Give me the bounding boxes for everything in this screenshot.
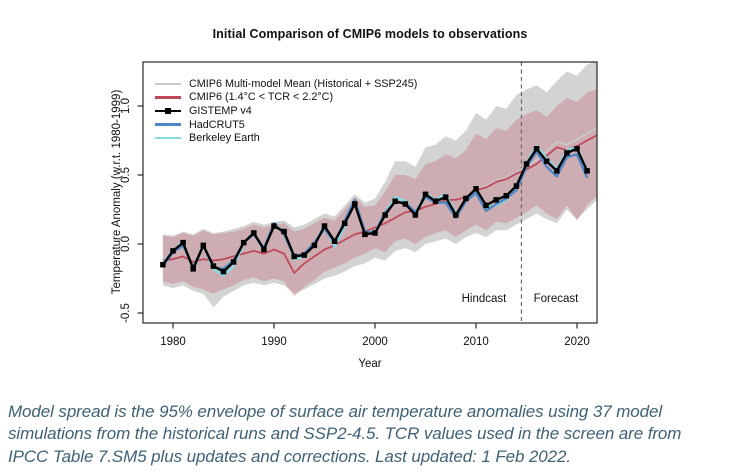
- gistemp-marker: [321, 223, 328, 229]
- y-tick-label: 0.5: [120, 167, 132, 183]
- legend-square-marker: [165, 107, 171, 114]
- gistemp-marker: [463, 195, 469, 202]
- gistemp-marker: [230, 259, 237, 265]
- plot-box: [142, 61, 598, 324]
- gistemp-marker: [412, 212, 419, 218]
- gistemp-marker: [513, 183, 520, 189]
- gistemp-marker: [584, 168, 590, 174]
- gistemp-markers: [160, 146, 590, 275]
- y-axis-label: Temperature Anomaly (w.r.t. 1980-1999): [111, 89, 123, 295]
- gistemp-marker: [483, 202, 489, 209]
- gistemp-marker: [200, 242, 207, 249]
- y-tick-label: 0.0: [120, 236, 132, 252]
- forecast-label: Forecast: [533, 293, 579, 305]
- gistemp-marker: [240, 239, 247, 246]
- gistemp-marker: [301, 252, 308, 258]
- hindcast-label: Hindcast: [461, 293, 507, 305]
- gistemp-marker: [372, 230, 378, 236]
- gistemp-marker: [210, 263, 217, 269]
- gistemp-marker: [503, 192, 510, 199]
- gistemp-marker: [493, 197, 499, 203]
- legend-line-swatch: [155, 136, 181, 140]
- legend-item-4: Berkeley Earth: [155, 131, 417, 145]
- gistemp-marker: [432, 198, 439, 204]
- y-tick-label: 1.0: [120, 98, 132, 114]
- x-tick-label: 1980: [160, 336, 186, 348]
- figure-caption: Model spread is the 95% envelope of surf…: [8, 402, 682, 466]
- legend-label: CMIP6 Multi-model Mean (Historical + SSP…: [189, 77, 418, 90]
- plot-contents: [160, 62, 597, 323]
- x-tick-label: 1990: [261, 336, 287, 348]
- gistemp-marker: [261, 246, 267, 253]
- gistemp-marker: [564, 150, 570, 156]
- gistemp-marker: [311, 242, 318, 249]
- gistemp-marker: [271, 223, 277, 229]
- legend-item-2: GISTEMP v4: [155, 104, 417, 118]
- gistemp-marker: [220, 268, 227, 275]
- chart-plot-area: 1980 1990 2000 2010 2020 -0.5 0.0 0.5 1.0: [120, 61, 598, 348]
- gistemp-marker: [190, 266, 196, 272]
- x-tick-label: 2020: [564, 336, 590, 348]
- gistemp-marker: [422, 191, 429, 198]
- gistemp-marker: [160, 261, 166, 268]
- x-axis-label: Year: [358, 358, 382, 370]
- x-tick-label: 2010: [463, 336, 489, 348]
- gistemp-marker: [281, 228, 287, 235]
- legend-label: CMIP6 (1.4°C < TCR < 2.2°C): [189, 91, 334, 104]
- gistemp-marker: [352, 201, 358, 207]
- legend-label: HadCRUT5: [189, 118, 245, 131]
- legend-line-swatch: [155, 82, 181, 85]
- gistemp-marker: [574, 146, 580, 152]
- gistemp-marker: [543, 158, 550, 164]
- gistemp-marker: [523, 161, 530, 167]
- legend-label: GISTEMP v4: [189, 104, 252, 117]
- gistemp-marker: [382, 212, 388, 218]
- gistemp-marker: [170, 248, 176, 254]
- gistemp-marker: [331, 238, 338, 244]
- gistemp-marker: [180, 239, 186, 246]
- legend-item-3: HadCRUT5: [155, 118, 417, 132]
- gistemp-marker: [392, 198, 398, 204]
- cmip6-screened-envelope: [162, 89, 597, 297]
- gistemp-marker: [442, 194, 449, 200]
- legend-label: Berkeley Earth: [189, 132, 260, 145]
- x-tick-label: 2000: [362, 336, 388, 348]
- y-tick-label: -0.5: [120, 303, 132, 323]
- legend-line-swatch: [155, 107, 181, 114]
- gistemp-marker: [341, 220, 348, 227]
- gistemp-marker: [402, 201, 409, 207]
- chart-title: Initial Comparison of CMIP6 models to ob…: [212, 27, 528, 41]
- gistemp-marker: [473, 186, 479, 192]
- legend: CMIP6 Multi-model Mean (Historical + SSP…: [155, 77, 417, 145]
- cmip6-full-envelope: [162, 62, 597, 308]
- legend-line-swatch: [155, 96, 181, 99]
- legend-item-0: CMIP6 Multi-model Mean (Historical + SSP…: [155, 77, 417, 91]
- gistemp-marker: [291, 253, 297, 260]
- legend-item-1: CMIP6 (1.4°C < TCR < 2.2°C): [155, 91, 417, 105]
- gistemp-marker: [453, 212, 459, 218]
- gistemp-marker: [533, 146, 540, 152]
- gistemp-marker: [554, 168, 560, 174]
- gistemp-marker: [251, 230, 257, 236]
- gistemp-marker: [362, 231, 368, 238]
- legend-line-swatch: [155, 123, 181, 126]
